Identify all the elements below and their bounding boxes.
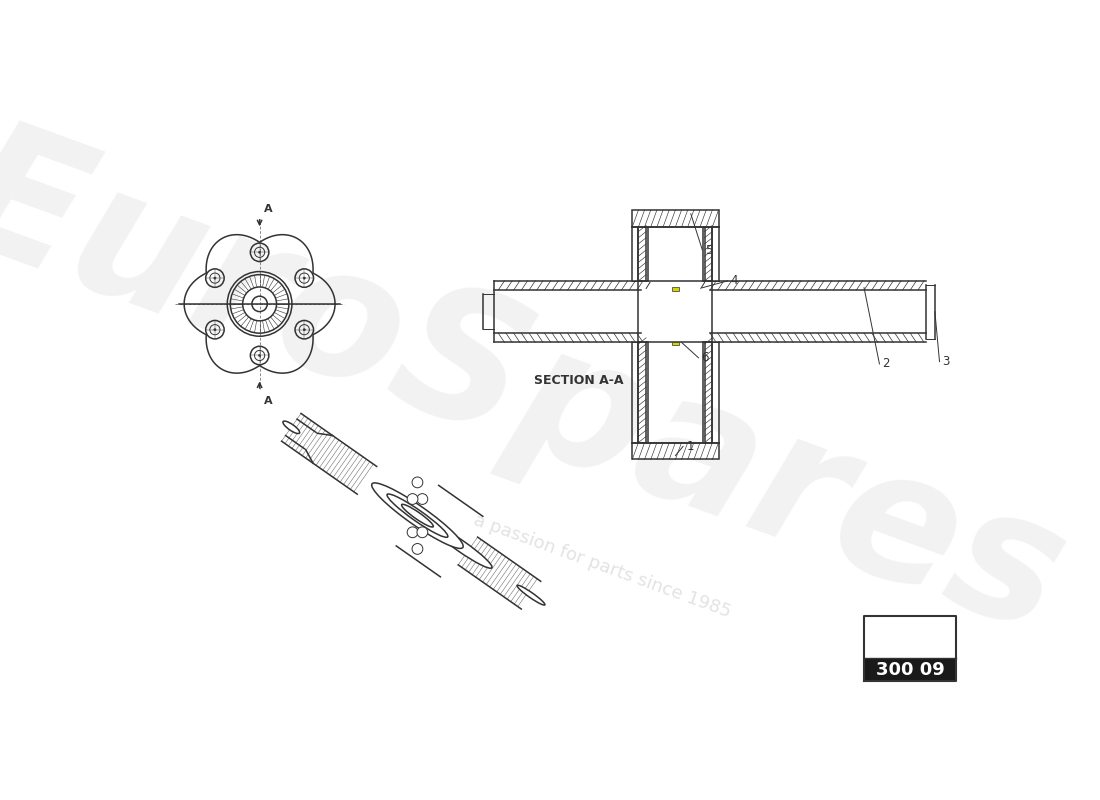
Circle shape (304, 277, 306, 279)
Bar (638, 342, 648, 442)
Ellipse shape (431, 525, 492, 568)
Circle shape (304, 329, 306, 331)
Bar (865, 658, 957, 682)
Bar (632, 210, 718, 227)
Circle shape (412, 477, 422, 488)
Bar (632, 442, 718, 459)
Text: a passion for parts since 1985: a passion for parts since 1985 (471, 510, 734, 621)
Text: 5: 5 (705, 243, 713, 257)
Text: A: A (264, 204, 272, 214)
Circle shape (407, 527, 418, 538)
Bar (703, 227, 713, 281)
Text: EuroSpares: EuroSpares (0, 106, 1087, 670)
Text: 2: 2 (882, 358, 890, 370)
Text: 6: 6 (702, 351, 710, 364)
Text: SECTION A-A: SECTION A-A (535, 374, 624, 387)
Text: 3: 3 (943, 355, 950, 368)
Ellipse shape (372, 483, 463, 549)
Circle shape (213, 329, 216, 331)
Bar (638, 227, 648, 281)
Text: 1: 1 (686, 440, 694, 453)
Text: 300 09: 300 09 (876, 661, 945, 678)
Ellipse shape (283, 421, 299, 434)
Circle shape (258, 251, 261, 254)
Ellipse shape (402, 504, 433, 527)
Circle shape (258, 354, 261, 357)
Circle shape (417, 527, 428, 538)
Bar (671, 342, 680, 346)
Circle shape (407, 494, 418, 505)
Bar (703, 342, 713, 442)
Circle shape (213, 277, 216, 279)
Text: A: A (264, 396, 272, 406)
Circle shape (412, 543, 422, 554)
Circle shape (417, 494, 428, 505)
Ellipse shape (387, 494, 448, 538)
Text: 4: 4 (730, 274, 738, 287)
Bar (671, 287, 680, 291)
Ellipse shape (517, 586, 544, 605)
